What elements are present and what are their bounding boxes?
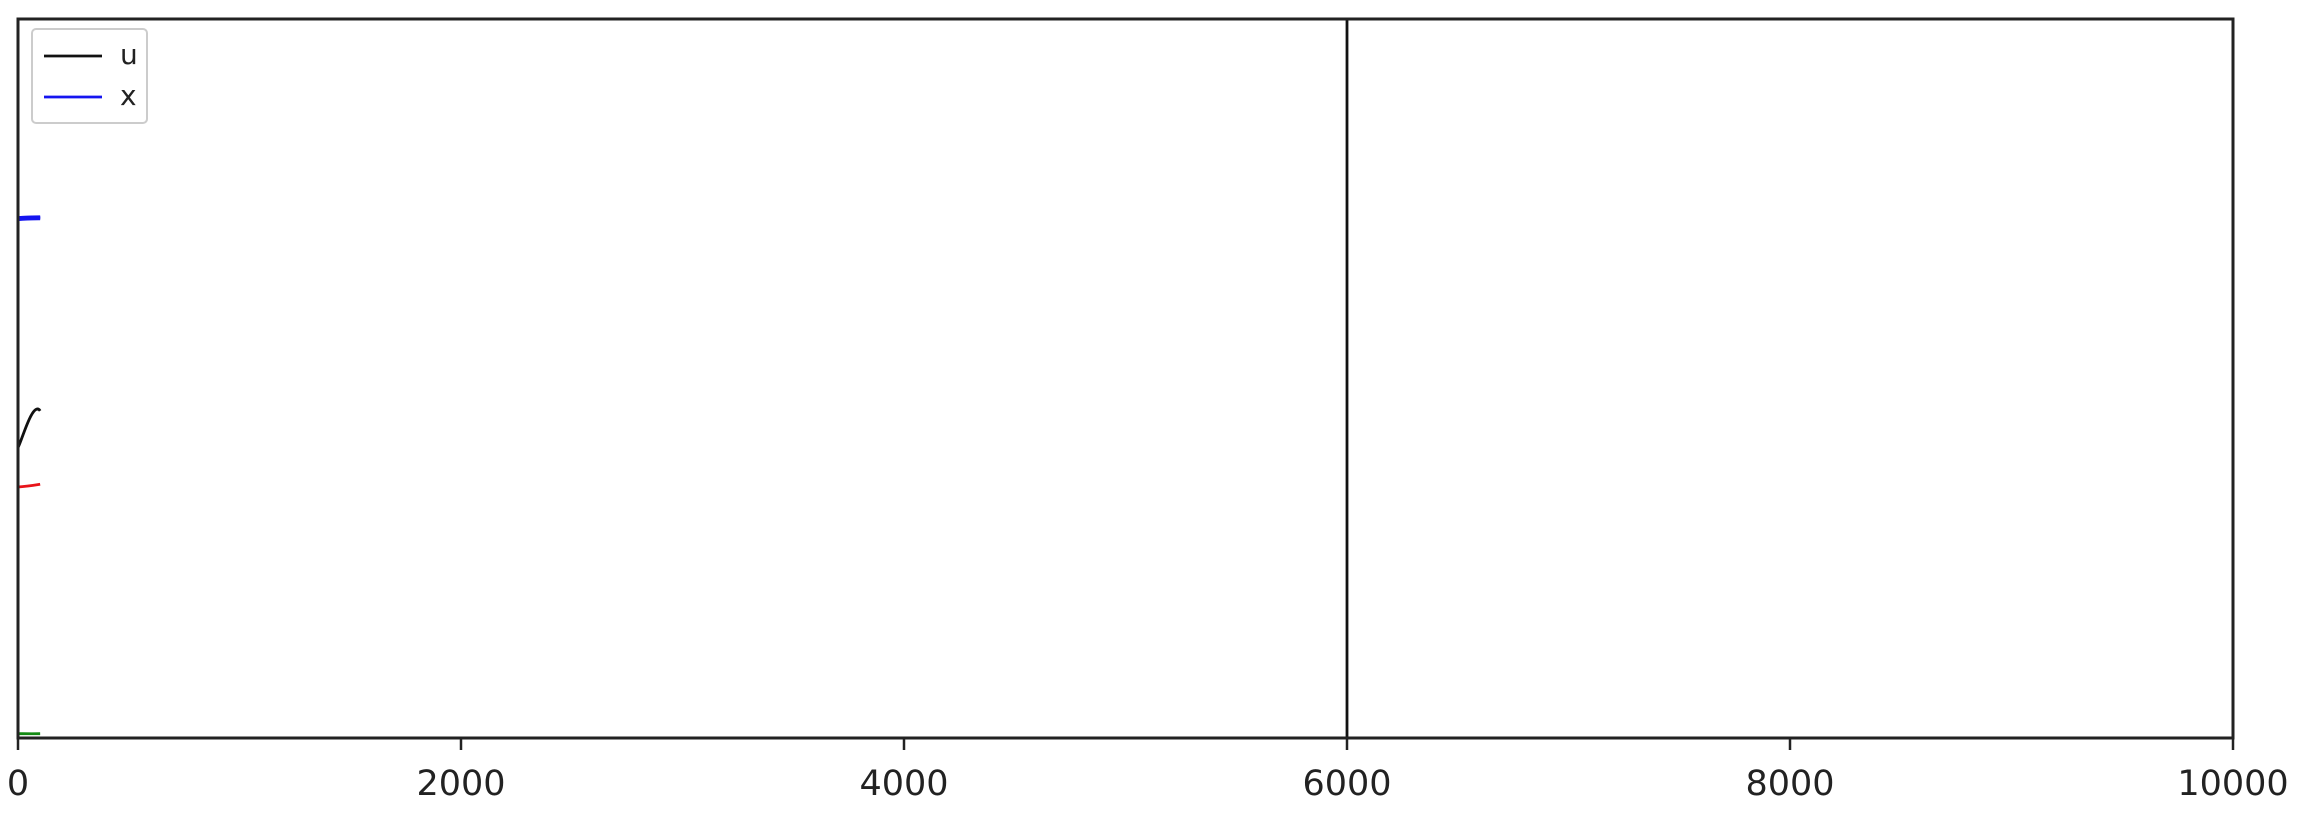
x-tick-label: 2000 xyxy=(416,764,505,804)
x-tick-label: 10000 xyxy=(2177,764,2288,804)
x-tick-label: 8000 xyxy=(1745,764,1834,804)
series-line xyxy=(17,482,41,489)
legend-label: u xyxy=(120,38,138,71)
series-line xyxy=(16,407,42,449)
series-line xyxy=(17,217,41,222)
plot-frame xyxy=(16,17,2235,740)
legend-label: x xyxy=(120,79,137,112)
legend-box xyxy=(31,28,148,124)
x-tick-label: 0 xyxy=(7,764,29,804)
x-tick-label: 6000 xyxy=(1302,764,1391,804)
x-tick-label: 4000 xyxy=(859,764,948,804)
